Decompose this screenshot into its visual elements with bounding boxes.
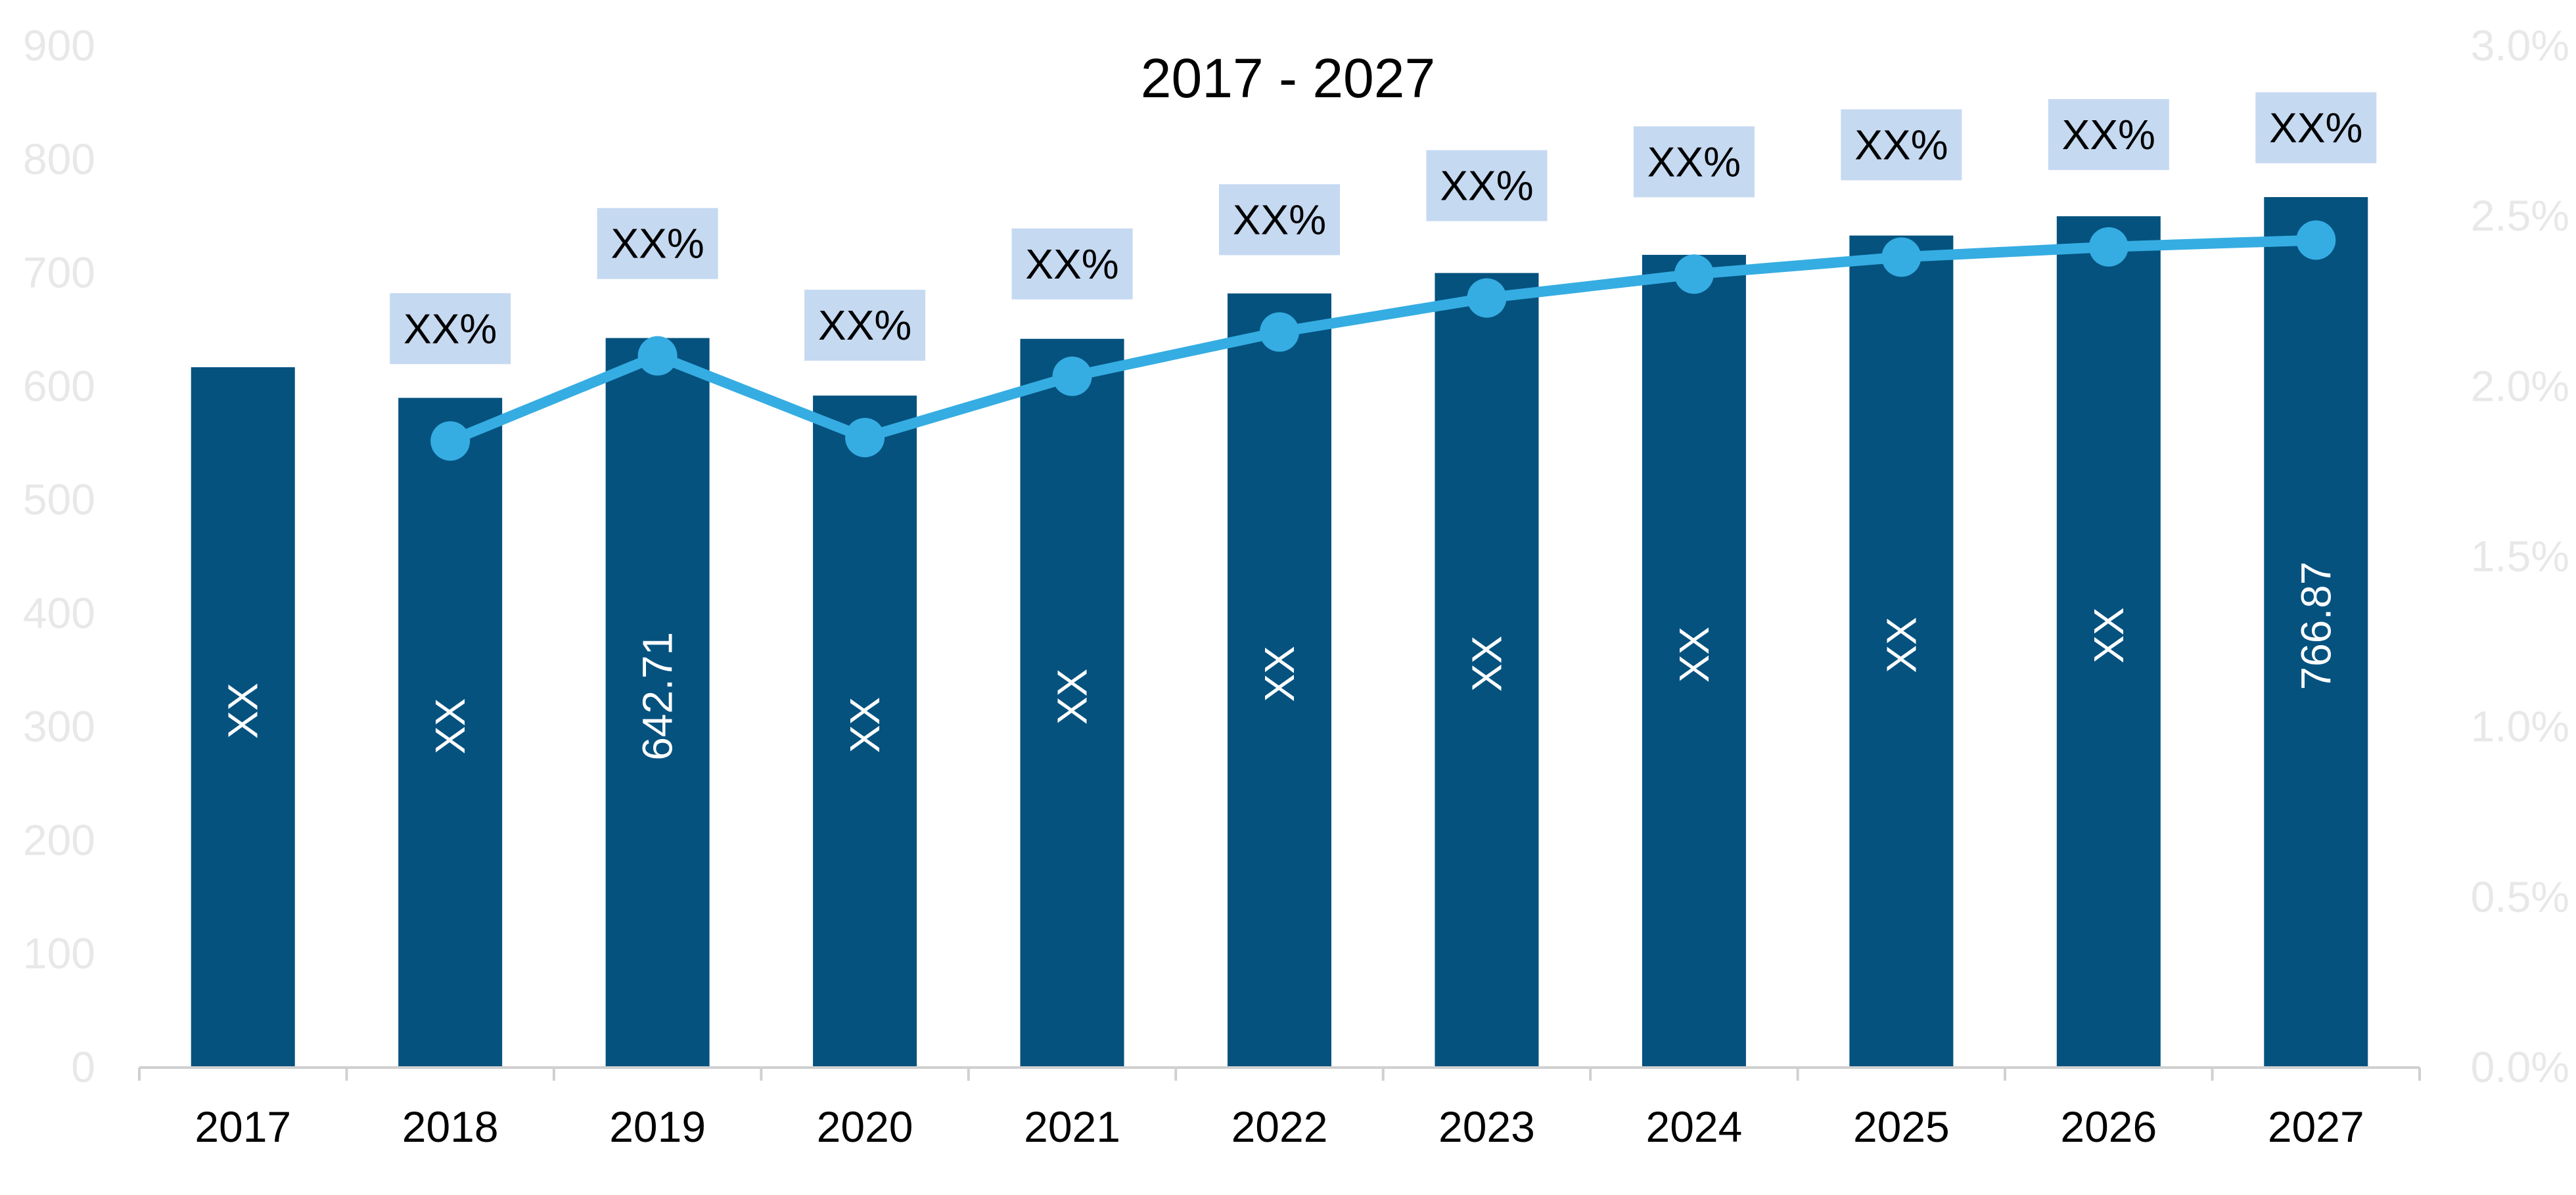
left-axis-tick-label: 100 [23, 929, 95, 978]
bar [1642, 254, 1746, 1068]
left-axis-tick-label: 600 [23, 361, 95, 410]
line-label-box [1011, 228, 1133, 300]
line-data-label: XX% [818, 302, 911, 349]
bar-data-label: XX [1256, 646, 1303, 702]
right-axis-tick-label: 1.0% [2471, 702, 2569, 751]
growth-line [448, 235, 2316, 446]
line-point [1467, 278, 1507, 318]
left-axis-tick-label: 300 [23, 702, 95, 751]
x-axis-tick-label: 2017 [195, 1102, 291, 1151]
x-axis-tick-label: 2026 [2060, 1102, 2157, 1151]
right-axis-tick-label: 2.5% [2471, 191, 2569, 240]
bar-data-label: XX [426, 698, 474, 754]
bar [398, 397, 503, 1068]
left-axis-tick-label: 0 [71, 1043, 95, 1091]
bar [813, 395, 917, 1068]
line-label-box [804, 290, 926, 361]
bar-data-label: XX [219, 683, 267, 738]
bar-data-label: XX [1670, 627, 1718, 683]
left-axis-tick-label: 400 [23, 589, 95, 637]
bar [2056, 216, 2161, 1068]
right-axis-tick-label: 0.5% [2471, 872, 2569, 921]
left-axis-tick-label: 500 [23, 475, 95, 524]
bar-data-label: XX [1877, 617, 1925, 673]
line-point [430, 421, 471, 461]
right-axis-tick-label: 1.5% [2471, 532, 2569, 581]
right-axis-tick-label: 2.0% [2471, 361, 2569, 410]
line-point [845, 418, 885, 458]
x-axis-tick-label: 2021 [1024, 1102, 1120, 1151]
bar-data-label: XX [2085, 607, 2132, 663]
bar [1435, 273, 1539, 1068]
left-axis-tick-label: 700 [23, 248, 95, 297]
line-labels: XX% XX% XX% XX% XX% XX% XX% XX% XX% XX% [390, 92, 2377, 365]
line-point [637, 336, 678, 376]
left-axis-ticks: 0 100 200 300 400 500 600 700 800 900 [23, 21, 95, 1091]
left-axis-tick-label: 800 [23, 135, 95, 183]
line-label-box [597, 208, 718, 279]
right-axis-tick-label: 0.0% [2471, 1043, 2569, 1091]
line-data-label: XX% [2062, 111, 2155, 158]
x-axis-tick-label: 2022 [1231, 1102, 1328, 1151]
bar [1849, 235, 1954, 1068]
line-data-label: XX% [1025, 240, 1118, 288]
line-point [1674, 254, 1714, 294]
bar-labels: XX XX 642.71 XX XX XX XX XX XX XX 766.87 [219, 562, 2340, 761]
line-label-box [2048, 99, 2169, 170]
line-label-box [2255, 92, 2377, 164]
line-label-box [390, 293, 511, 365]
bar-data-label: 766.87 [2292, 562, 2339, 690]
line-point [1052, 356, 1092, 396]
bar-data-label: 642.71 [634, 632, 681, 761]
right-axis-tick-label: 3.0% [2471, 21, 2569, 70]
left-axis-tick-label: 900 [23, 21, 95, 70]
x-axis-tick-label: 2025 [1853, 1102, 1950, 1151]
x-axis-tick-label: 2018 [402, 1102, 499, 1151]
bar-data-label: XX [1049, 669, 1096, 725]
line-label-box [1219, 184, 1340, 256]
line-data-label: XX% [1647, 138, 1741, 185]
line-point [1260, 312, 1299, 352]
line-label-box [1633, 126, 1755, 198]
x-axis: 2017 2018 2019 2020 2021 2022 2023 2024 2025 2026… [138, 1066, 2421, 1151]
line-data-label: XX% [1440, 162, 1533, 210]
bar [1228, 293, 1331, 1068]
x-axis-tick-label: 2020 [817, 1102, 913, 1151]
line-data-label: XX% [610, 220, 704, 267]
bar [191, 367, 295, 1068]
x-axis-tick-label: 2019 [609, 1102, 706, 1151]
x-axis-tick-label: 2023 [1438, 1102, 1535, 1151]
line-data-label: XX% [1233, 196, 1326, 243]
line-data-label: XX% [1854, 121, 1948, 168]
bar [2264, 197, 2368, 1068]
right-axis-ticks: 0.0% 0.5% 1.0% 1.5% 2.0% 2.5% 3.0% [2471, 21, 2569, 1091]
line-point [2296, 220, 2336, 260]
line-data-label: XX% [2269, 104, 2362, 151]
x-axis-tick-label: 2027 [2268, 1102, 2364, 1151]
line-point [1881, 237, 1921, 277]
bar-data-label: XX [841, 697, 888, 753]
line-label-box [1841, 109, 1962, 181]
line-data-label: XX% [403, 305, 497, 352]
line-label-box [1426, 150, 1548, 221]
bar-data-label: XX [1463, 636, 1510, 692]
x-axis-tick-label: 2024 [1645, 1102, 1742, 1151]
line-point [2088, 227, 2128, 267]
chart-title: 2017 - 2027 [1141, 47, 1435, 109]
bar [605, 338, 710, 1068]
left-axis-tick-label: 200 [23, 815, 95, 864]
line-series [430, 220, 2336, 461]
bar [1020, 338, 1124, 1068]
bar-series [191, 197, 2368, 1068]
